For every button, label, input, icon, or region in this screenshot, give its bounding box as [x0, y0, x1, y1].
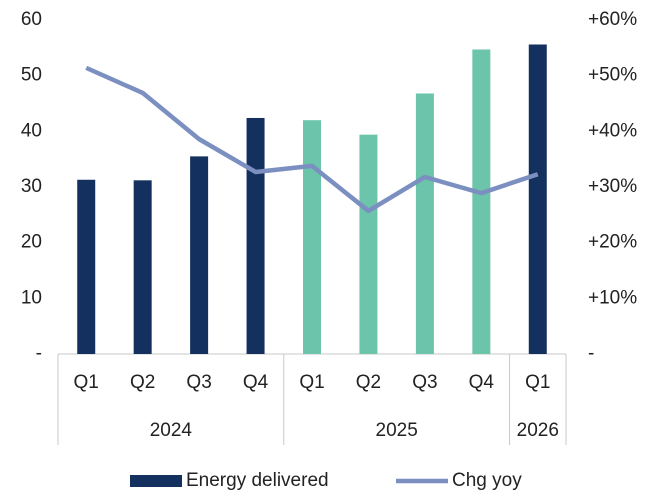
y-tick-label: 40 — [21, 120, 42, 141]
bar — [415, 93, 434, 354]
y2-tick-label: +20% — [588, 232, 637, 253]
legend-label: Energy delivered — [186, 470, 329, 491]
y2-tick-label: +60% — [588, 9, 637, 30]
bar — [359, 134, 378, 354]
x-tick-label: Q1 — [74, 372, 99, 393]
x-tick-label: Q4 — [469, 372, 495, 393]
x-tick-label: Q2 — [356, 372, 381, 393]
y-tick-label: 30 — [21, 176, 42, 197]
x-tick-label: Q2 — [130, 372, 155, 393]
y-tick-label: 10 — [21, 287, 42, 308]
y-tick-label: 20 — [21, 232, 42, 253]
x-tick-label: Q1 — [299, 372, 324, 393]
bar — [77, 179, 96, 354]
x-tick-label: Q1 — [525, 372, 550, 393]
x-tick-label: Q3 — [186, 372, 211, 393]
x-tick-label: Q4 — [243, 372, 269, 393]
y2-tick-label: +50% — [588, 65, 637, 86]
bar — [246, 117, 265, 355]
bar — [133, 180, 152, 354]
y-tick-label: - — [36, 343, 42, 364]
line — [85, 65, 539, 214]
legend-swatch — [130, 475, 182, 487]
bar — [528, 44, 547, 354]
bar — [303, 120, 321, 354]
group-label: 2025 — [376, 420, 418, 441]
y2-tick-label: - — [588, 343, 594, 364]
bar — [190, 156, 209, 354]
y-tick-label: 60 — [21, 9, 42, 30]
x-tick-label: Q3 — [412, 372, 437, 393]
legend-label: Chg yoy — [452, 470, 522, 491]
bar — [472, 49, 491, 355]
y-tick-label: 50 — [21, 65, 42, 86]
y2-tick-label: +30% — [588, 176, 637, 197]
group-label: 2024 — [150, 420, 193, 441]
y2-tick-label: +10% — [588, 287, 637, 308]
y2-tick-label: +40% — [588, 120, 637, 141]
group-label: 2026 — [517, 420, 559, 441]
